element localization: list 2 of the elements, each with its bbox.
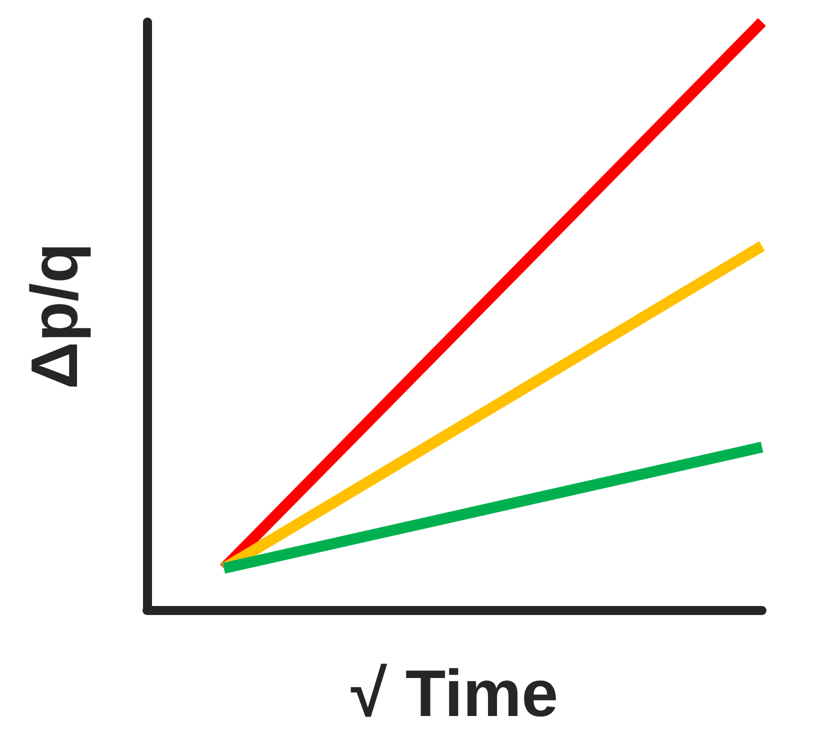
y-axis-title: Δp/q — [17, 242, 91, 390]
x-axis-title: √ Time — [350, 656, 558, 730]
